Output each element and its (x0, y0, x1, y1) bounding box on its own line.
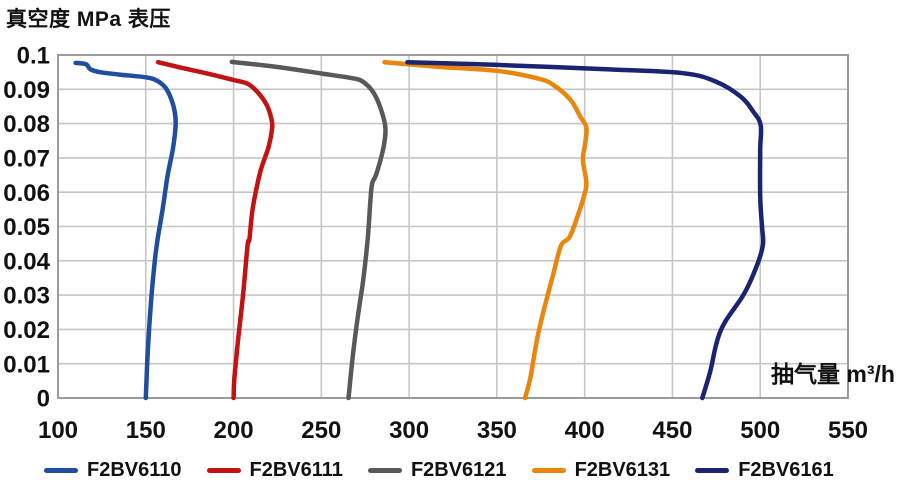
series-curve-F2BV6161 (405, 59, 766, 401)
x-tick-label: 500 (740, 417, 780, 444)
legend-label-F2BV6111: F2BV6111 (249, 459, 343, 481)
legend-swatch-F2BV6110 (44, 468, 78, 473)
legend-swatch-F2BV6111 (206, 468, 241, 473)
legend-swatch-F2BV6131 (531, 468, 566, 473)
legend-label-F2BV6110: F2BV6110 (87, 459, 182, 481)
series-curve-F2BV6111 (155, 59, 275, 401)
legend-label-F2BV6121: F2BV6121 (410, 459, 507, 481)
x-tick-label: 100 (38, 417, 78, 444)
y-tick-label: 0.07 (3, 146, 50, 173)
y-tick-label: 0.04 (3, 248, 50, 275)
x-tick-label: 450 (652, 417, 692, 444)
legend-label-F2BV6131: F2BV6131 (574, 459, 671, 481)
series-curve-F2BV6121 (229, 59, 388, 401)
chart-title: 真空度 MPa 表压 (6, 8, 171, 31)
series-curve-F2BV6131 (382, 59, 589, 401)
y-tick-label: 0.02 (3, 317, 50, 344)
y-tick-label: 0.03 (3, 283, 50, 310)
x-tick-label: 250 (301, 417, 341, 444)
legend-swatch-F2BV6161 (695, 468, 730, 473)
y-tick-label: 0.09 (3, 77, 50, 104)
legend-item-F2BV6111: F2BV6111 (206, 459, 343, 482)
y-tick-label: 0.06 (3, 180, 50, 207)
x-axis-unit-label: 抽气量 m³/h (771, 361, 895, 387)
plot-border (57, 54, 849, 399)
legend-item-F2BV6110: F2BV6110 (44, 459, 182, 482)
y-tick-label: 0.08 (3, 111, 50, 138)
y-tick-label: 0.01 (3, 351, 50, 378)
series-curve-F2BV6110 (73, 60, 178, 401)
legend-item-F2BV6121: F2BV6121 (367, 459, 507, 482)
x-tick-label: 150 (126, 417, 166, 444)
legend: F2BV6110 F2BV6111 F2BV6121 F2BV6131 F2BV6161 (44, 459, 900, 482)
legend-label-F2BV6161: F2BV6161 (738, 459, 834, 481)
y-tick-label: 0.1 (17, 43, 50, 70)
legend-item-F2BV6131: F2BV6131 (531, 459, 671, 482)
x-tick-label: 200 (214, 417, 254, 444)
x-tick-label: 400 (565, 417, 605, 444)
legend-item-F2BV6161: F2BV6161 (695, 459, 834, 482)
y-tick-label: 0.05 (3, 214, 50, 241)
x-tick-label: 550 (828, 417, 868, 444)
x-tick-label: 350 (477, 417, 517, 444)
legend-swatch-F2BV6121 (367, 468, 402, 473)
x-tick-label: 300 (389, 417, 429, 444)
y-tick-label: 0 (37, 386, 50, 413)
